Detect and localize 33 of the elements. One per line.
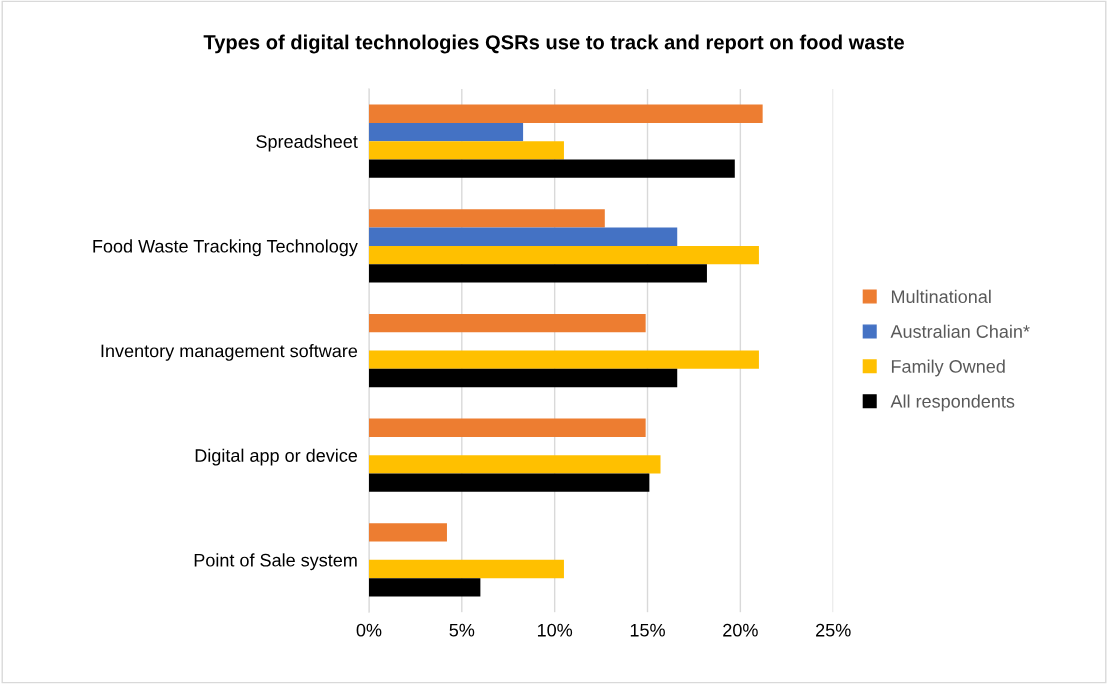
x-tick-label: 20% [723, 623, 758, 637]
bar [368, 245, 759, 265]
y-tick-label: Spreadsheet [256, 134, 358, 152]
legend-label: Australian Chain* [890, 324, 1030, 338]
bar [368, 473, 650, 492]
x-tick-label: 0% [356, 623, 382, 637]
x-tick-label: 25% [816, 623, 851, 637]
bar [368, 227, 678, 246]
bar [368, 264, 707, 283]
x-tick-label: 15% [630, 623, 665, 637]
y-tick-label: Digital app or device [195, 448, 358, 466]
bar [368, 159, 735, 178]
bar [368, 104, 763, 123]
bar [368, 350, 759, 369]
y-tick-label: Food Waste Tracking Technology [93, 239, 358, 257]
bar [368, 313, 646, 333]
bar [368, 368, 678, 388]
legend-label: All respondents [890, 394, 1015, 412]
bar [368, 122, 524, 142]
bar [368, 578, 481, 597]
legend-label: Family Owned [891, 359, 1005, 377]
bar [368, 209, 605, 228]
x-tick-label: 10% [537, 623, 573, 637]
bar [368, 141, 564, 160]
bar [368, 455, 661, 474]
bar [368, 559, 564, 579]
y-tick-label: Point of Sale system [194, 553, 357, 571]
legend-label: Multinational [891, 289, 991, 304]
chart-title: Types of digital technologies QSRs use to track and report on food waste [203, 34, 904, 54]
bar [368, 523, 447, 542]
y-tick-label: Inventory management software [101, 344, 358, 361]
bar [368, 418, 646, 437]
x-tick-label: 5% [449, 623, 475, 637]
